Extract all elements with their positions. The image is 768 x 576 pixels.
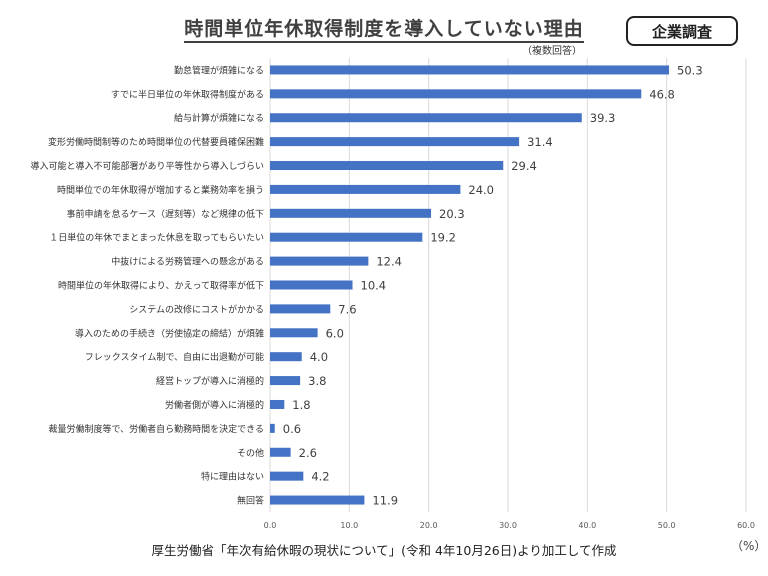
chart-title-text: 時間単位年休取得制度を導入していない理由 [184,18,584,43]
bar [270,471,304,481]
bar [270,161,504,171]
bar [270,423,275,433]
bar [270,65,670,75]
category-label: 中抜けによる労務管理への懸念がある [111,256,264,268]
data-label: 7.6 [338,302,356,316]
data-label: 3.8 [308,374,326,388]
x-tick-label: 60.0 [737,521,755,530]
bar [270,328,318,338]
x-tick-label: 0.0 [264,521,277,530]
bar [270,89,642,99]
category-label: 給与計算が煩雑になる [174,112,264,124]
category-label: すでに半日単位の年休取得制度がある [111,88,264,100]
category-label: 導入可能と導入不可能部署があり平等性から導入しづらい [31,160,264,172]
bar [270,256,369,266]
data-label: 1.8 [292,398,310,412]
data-label: 19.2 [430,231,456,245]
bar [270,208,432,218]
bar [270,376,301,386]
x-tick-label: 40.0 [578,521,596,530]
category-label: 特に理由はない [201,471,264,483]
chart-subtitle: （複数回答） [522,46,582,57]
survey-badge: 企業調査 [626,16,738,46]
data-label: 46.8 [649,87,675,101]
bar [270,304,331,314]
bar [270,184,461,194]
category-label: その他 [237,447,264,459]
data-label: 39.3 [590,111,616,125]
x-tick-label: 50.0 [658,521,676,530]
x-tick-label: 20.0 [420,521,438,530]
data-label: 4.0 [310,350,328,364]
data-label: 24.0 [468,183,494,197]
bar [270,447,291,457]
category-label: フレックスタイム制で、自由に出退勤が可能 [85,351,264,363]
x-tick-label: 30.0 [499,521,517,530]
category-label: 勤怠管理が煩雑になる [174,64,264,76]
source-note: 厚生労働省「年次有給休暇の現状について」(令和 4年10月26日)より加工して作… [151,543,617,558]
category-label: システムの改修にコストがかかる [129,303,264,315]
category-label: １日単位の年休でまとまった休息を取ってもらいたい [49,232,264,244]
bar [270,137,520,147]
data-label: 50.3 [677,63,703,77]
data-label: 11.9 [372,494,398,508]
bar [270,495,365,505]
data-label: 31.4 [527,135,553,149]
data-label: 20.3 [439,207,465,221]
bar [270,399,285,409]
bar [270,232,423,242]
data-label: 4.2 [311,470,329,484]
category-label: 導入のための手続き（労使協定の締結）が煩雑 [75,327,264,339]
category-label: 無回答 [237,495,264,507]
chart-title: 時間単位年休取得制度を導入していない理由 [0,14,768,43]
data-label: 10.4 [361,279,387,293]
data-label: 2.6 [299,446,317,460]
category-label: 経営トップが導入に消極的 [156,375,264,387]
bar [270,113,582,123]
data-label: 29.4 [511,159,537,173]
data-label: 12.4 [376,255,402,269]
category-label: 時間単位の年休取得により、かえって取得率が低下 [58,280,264,292]
category-label: 事前申請を怠るケース（遅刻等）など規律の低下 [66,208,264,220]
category-label: 時間単位での年休取得が増加すると業務効率を損う [57,184,264,196]
bar [270,280,353,290]
data-label: 6.0 [326,326,344,340]
category-label: 労働者側が導入に消極的 [165,399,264,411]
x-tick-label: 10.0 [340,521,358,530]
data-label: 0.6 [283,422,301,436]
axis-unit: （%） [731,539,767,553]
bar [270,352,302,362]
category-label: 変形労働時間制等のため時間単位の代替要員確保困難 [48,136,264,148]
category-label: 裁量労働制度等で、労働者自ら勤務時間を決定できる [49,423,264,435]
